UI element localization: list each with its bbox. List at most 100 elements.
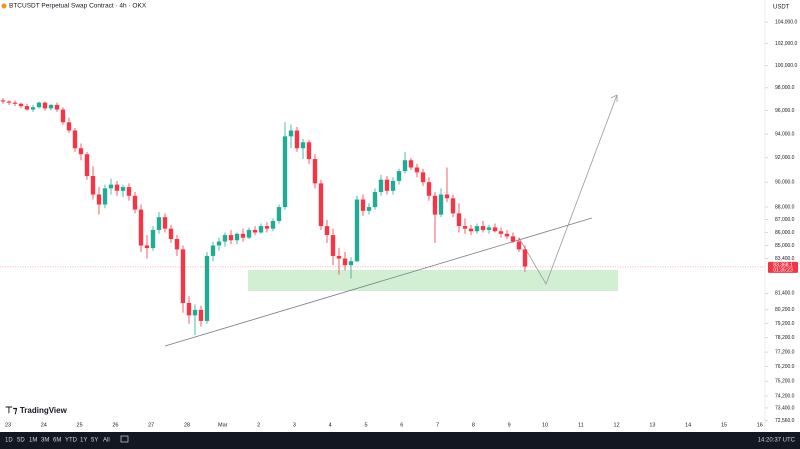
x-tick-label: 26 (112, 422, 118, 428)
x-tick-label: 7 (436, 422, 439, 428)
candle-body (258, 226, 264, 233)
candle-body (462, 226, 468, 229)
candle-body (366, 207, 372, 211)
candle-body (60, 109, 66, 123)
candle-body (12, 102, 18, 104)
candle-body (84, 154, 90, 177)
x-tick-label: 28 (184, 422, 190, 428)
x-tick-label: 16 (757, 422, 763, 428)
candle-body (108, 184, 114, 189)
candle-body (396, 171, 402, 181)
y-tick-label: 104,000.0 (775, 19, 797, 25)
candle-body (18, 103, 24, 107)
support-zone (248, 270, 618, 291)
range-button[interactable]: 5Y (91, 438, 98, 444)
range-button[interactable]: 6M (53, 438, 61, 444)
clock: 14:20:37 UTC (758, 438, 796, 444)
candle-body (168, 228, 174, 239)
candle-body (444, 194, 450, 199)
range-button[interactable]: YTD (65, 438, 78, 444)
date-range-icon[interactable] (120, 435, 129, 443)
candle-body (210, 245, 216, 256)
candle-body (426, 182, 432, 196)
candle-body (414, 167, 420, 173)
x-tick-label: Mar (218, 422, 228, 428)
x-tick-label: 27 (148, 422, 154, 428)
y-tick-label: 92,000.0 (775, 155, 795, 161)
candle-body (228, 235, 234, 241)
range-button[interactable]: 1Y (80, 438, 87, 444)
candle-body (42, 102, 48, 109)
y-tick-label: 94,000.0 (775, 131, 795, 137)
y-tick-label: 78,200.0 (775, 335, 795, 341)
toolbar-bg (0, 432, 800, 449)
arrow-head (610, 94, 618, 102)
range-button[interactable]: All (103, 438, 110, 444)
candle-body (96, 194, 102, 205)
candle-body (156, 217, 162, 230)
candle-body (450, 198, 456, 214)
candle-body (138, 209, 144, 246)
candle-body (30, 107, 36, 110)
candle-body (216, 241, 222, 246)
x-tick-label: 6 (400, 422, 403, 428)
last-price-tag (768, 261, 798, 273)
projection-path (518, 94, 618, 285)
x-tick-label: 14 (685, 422, 691, 428)
candle-body (252, 229, 258, 233)
candle-body (372, 192, 378, 208)
candle-body (90, 176, 96, 195)
candle-body (204, 255, 210, 321)
trend-line (164, 217, 593, 347)
range-button[interactable]: 1M (29, 438, 37, 444)
y-tick-label: 73,400.0 (775, 405, 795, 411)
candle-body (384, 179, 390, 191)
y-tick-label: 75,200.0 (775, 378, 795, 384)
candle-body (324, 226, 330, 236)
toolbar: 14:20:37 UTC 1D 5D 1M 3M 6M YTD 1Y 5Y All (0, 432, 800, 449)
y-tick-label: 100,000.0 (775, 63, 797, 69)
candle-body (516, 241, 522, 250)
candle-body (66, 122, 72, 131)
y-tick-label: 80,200.0 (775, 307, 795, 313)
candle-body (432, 195, 438, 215)
candle-body (420, 172, 426, 183)
candle-body (144, 245, 150, 249)
x-tick-label: 10 (542, 422, 548, 428)
y-tick-label: 74,200.0 (775, 393, 795, 399)
candle-body (246, 229, 252, 238)
x-tick-label: 24 (41, 422, 47, 428)
candle-body (306, 142, 312, 160)
x-tick-label: 9 (508, 422, 511, 428)
candle-body (294, 130, 300, 149)
countdown: 01:35:23 (773, 267, 793, 273)
x-tick-label: 12 (614, 422, 620, 428)
range-button[interactable]: 5D (17, 438, 25, 444)
candle-body (510, 236, 516, 242)
range-button[interactable]: 1D (5, 438, 13, 444)
candle-body (468, 228, 474, 232)
candle-body (234, 233, 240, 241)
y-tick-label: 102,000.0 (775, 41, 797, 47)
y-tick-label: 72,560.0 (775, 418, 795, 424)
candle-body (126, 187, 132, 196)
candle-body (330, 235, 336, 256)
y-tick-label: 77,200.0 (775, 349, 795, 355)
last-price-label: 83,368.1 (773, 262, 793, 268)
candle-body (174, 238, 180, 250)
x-tick-label: 5 (364, 422, 367, 428)
candle-body (222, 235, 228, 242)
x-tick-label: 3 (293, 422, 296, 428)
y-tick-label: 98,000.0 (775, 85, 795, 91)
candle-body (24, 106, 30, 110)
range-button[interactable]: 3M (41, 438, 49, 444)
candle-body (390, 180, 396, 191)
y-tick-label: 96,000.0 (775, 108, 795, 114)
candle-body (492, 227, 498, 232)
candle-body (120, 187, 126, 191)
currency-label: USDT (773, 5, 790, 11)
candle-body (504, 233, 510, 237)
candle-body (522, 249, 528, 267)
y-tick-label: 86,000.0 (775, 230, 795, 236)
